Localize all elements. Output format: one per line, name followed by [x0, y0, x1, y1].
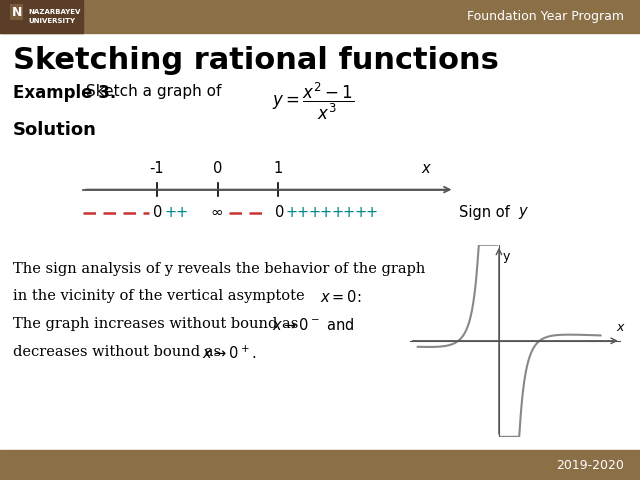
Text: $x = 0$:: $x = 0$: — [320, 289, 362, 305]
Text: decreases without bound as: decreases without bound as — [13, 345, 225, 359]
Text: Sketching rational functions: Sketching rational functions — [13, 46, 499, 74]
Text: +: + — [297, 205, 308, 220]
Text: +: + — [332, 205, 343, 220]
Text: ∞: ∞ — [210, 205, 223, 220]
Text: Sketch a graph of: Sketch a graph of — [86, 84, 222, 99]
Text: 0: 0 — [213, 161, 222, 176]
Text: y: y — [503, 250, 510, 263]
Text: Solution: Solution — [13, 121, 97, 139]
Text: -1: -1 — [150, 161, 164, 176]
Bar — [0, 450, 640, 480]
Text: UNIVERSITY: UNIVERSITY — [29, 18, 76, 24]
Text: +: + — [320, 205, 332, 220]
Text: N: N — [12, 5, 22, 19]
Text: 1: 1 — [274, 161, 283, 176]
Text: $y$: $y$ — [518, 204, 529, 221]
Text: 2019-2020: 2019-2020 — [556, 458, 624, 472]
Text: $x \to 0^-$ and: $x \to 0^-$ and — [272, 317, 354, 333]
Text: The sign analysis of y reveals the behavior of the graph: The sign analysis of y reveals the behav… — [13, 262, 425, 276]
Text: in the vicinity of the vertical asymptote: in the vicinity of the vertical asymptot… — [13, 289, 309, 303]
Text: 0: 0 — [154, 205, 163, 220]
Text: The graph increases without bound as: The graph increases without bound as — [13, 317, 303, 331]
Text: $x \to 0^+$.: $x \to 0^+$. — [202, 345, 256, 362]
Text: +: + — [343, 205, 355, 220]
Bar — [0, 0, 640, 33]
Bar — [0, 0, 83, 33]
Text: +: + — [366, 205, 378, 220]
Text: +: + — [355, 205, 366, 220]
Text: Sign of: Sign of — [459, 205, 515, 220]
Text: $y = \dfrac{x^2 - 1}{x^3}$: $y = \dfrac{x^2 - 1}{x^3}$ — [272, 81, 354, 122]
Text: x: x — [617, 322, 624, 335]
Text: Foundation Year Program: Foundation Year Program — [467, 10, 624, 23]
Text: +: + — [308, 205, 320, 220]
Text: NAZARBAYEV: NAZARBAYEV — [29, 9, 81, 15]
Text: +: + — [285, 205, 297, 220]
Text: +: + — [175, 205, 187, 220]
Text: x: x — [421, 161, 430, 176]
Text: Example 3.: Example 3. — [13, 84, 116, 102]
Text: 0: 0 — [275, 205, 284, 220]
Text: +: + — [165, 205, 177, 220]
